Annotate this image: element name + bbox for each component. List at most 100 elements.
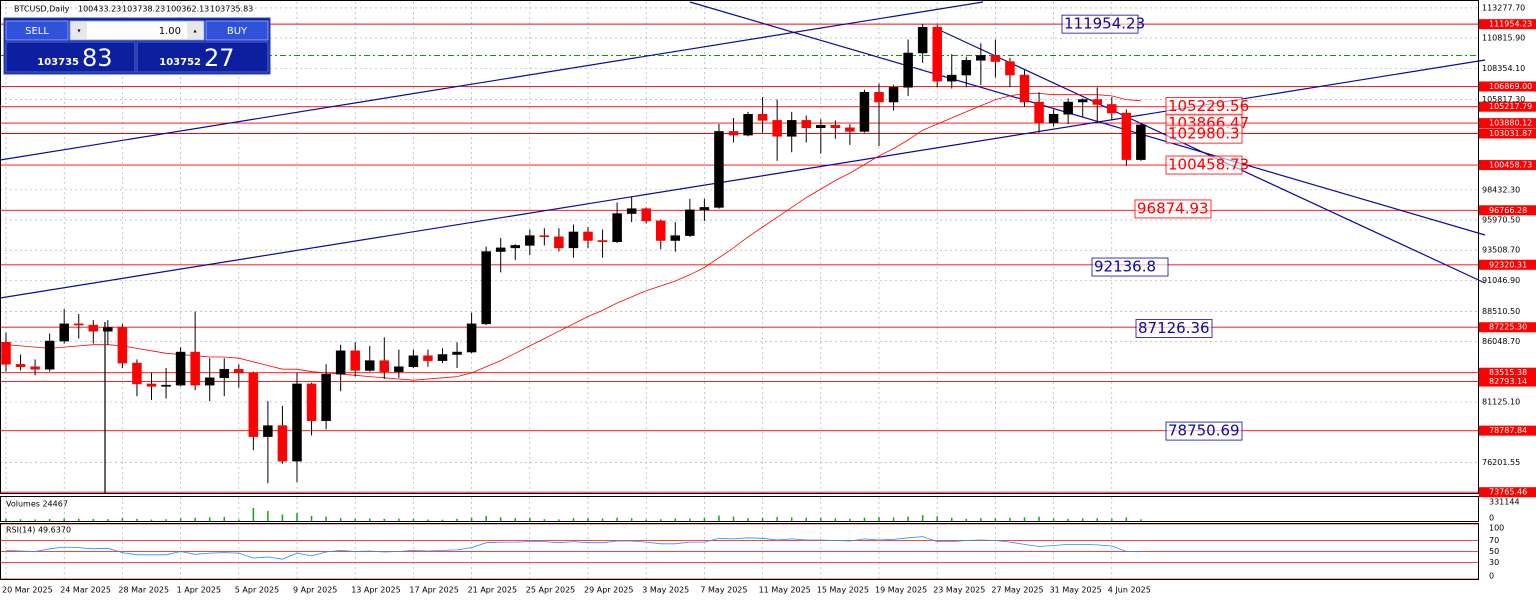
candle-body xyxy=(1,341,11,365)
candle-body xyxy=(44,340,55,370)
price-label-box xyxy=(1165,124,1243,144)
candle-body xyxy=(1107,104,1117,114)
price-label: 105229.56 xyxy=(1168,97,1249,115)
level-label: 106869.00 xyxy=(1489,82,1532,91)
x-tick-label: 21 Apr 2025 xyxy=(468,586,517,595)
candle-body xyxy=(117,327,128,364)
candle-body xyxy=(335,350,346,375)
candle-body xyxy=(976,55,986,61)
y-tick-label: 70 xyxy=(1489,536,1499,545)
level-box xyxy=(1479,128,1536,139)
buy-button[interactable] xyxy=(205,20,269,41)
level-label: 105217.79 xyxy=(1489,102,1532,111)
x-tick-label: 11 May 2025 xyxy=(759,586,811,595)
header-value: 103738.23 xyxy=(122,5,165,14)
candle-body xyxy=(379,360,390,372)
candle-body xyxy=(947,74,957,82)
price-label-box xyxy=(1134,199,1212,219)
y-tick-label: 86048.70 xyxy=(1482,337,1520,346)
lot-down[interactable] xyxy=(71,22,87,39)
candle-body xyxy=(103,327,113,332)
candle-body xyxy=(1136,124,1146,160)
candle-body xyxy=(190,351,200,386)
candle-body xyxy=(30,366,40,370)
sell-price-big: 83 xyxy=(82,44,113,72)
candle-body xyxy=(365,360,375,371)
candle-body xyxy=(714,131,724,208)
candle-body xyxy=(394,366,404,372)
grid xyxy=(0,2,1478,579)
lot-value: 1.00 xyxy=(159,26,181,37)
y-tick-label: 105817.30 xyxy=(1482,95,1525,104)
sell-price-box[interactable] xyxy=(5,41,136,73)
candle-body xyxy=(786,120,797,137)
lot-up[interactable] xyxy=(187,22,203,39)
candle-body xyxy=(292,383,302,462)
y-tick-label: 0 xyxy=(1489,514,1494,523)
price-label-box xyxy=(1165,421,1243,441)
y-tick-label: 88510.50 xyxy=(1482,307,1520,316)
candle-body xyxy=(932,26,942,82)
candle-body xyxy=(1034,101,1044,124)
price-label: 102980.3 xyxy=(1168,125,1240,143)
x-tick-label: 19 May 2025 xyxy=(875,586,927,595)
level-label: 96766.28 xyxy=(1489,206,1527,215)
x-tick-label: 7 May 2025 xyxy=(700,586,747,595)
buy-price-box[interactable] xyxy=(136,41,269,73)
candle-body xyxy=(204,377,215,386)
y-tick-label: 113277.70 xyxy=(1482,3,1525,12)
sell-button[interactable] xyxy=(5,20,69,41)
price-label: 78750.69 xyxy=(1168,422,1240,440)
x-tick-label: 27 May 2025 xyxy=(991,586,1043,595)
panel-label: Volumes 24467 xyxy=(6,500,68,509)
x-tick-label: 29 Apr 2025 xyxy=(584,586,633,595)
level-label: 92320.31 xyxy=(1489,260,1527,269)
candle-body xyxy=(772,120,782,137)
price-label-box xyxy=(1091,257,1169,277)
arrow-down: ▾ xyxy=(77,28,80,35)
candle-body xyxy=(597,240,608,242)
candle-body xyxy=(830,125,841,129)
y-tick-label: 100 xyxy=(1489,524,1504,533)
price-frame xyxy=(0,0,1479,494)
x-tick-label: 24 Mar 2025 xyxy=(60,586,111,595)
candle-body xyxy=(495,247,506,252)
x-tick-label: 23 May 2025 xyxy=(933,586,985,595)
sell-label[interactable]: SELL xyxy=(25,26,49,37)
buy-label[interactable]: BUY xyxy=(227,26,248,37)
candle-body xyxy=(539,235,550,238)
y-tick-label: 110815.90 xyxy=(1482,34,1525,43)
candle-body xyxy=(481,251,491,325)
x-tick-label: 9 Apr 2025 xyxy=(293,586,337,595)
candle-body xyxy=(685,209,695,236)
level-box xyxy=(1479,259,1536,270)
candle-body xyxy=(234,368,244,374)
price-label-box xyxy=(1061,14,1139,34)
rsi-frame xyxy=(0,523,1479,580)
level-box xyxy=(1479,19,1536,30)
price-label: 111954.23 xyxy=(1064,15,1145,33)
x-tick-label: 17 Apr 2025 xyxy=(409,586,458,595)
header-value: 100433.23 xyxy=(78,5,121,14)
level-label: 111954.23 xyxy=(1489,20,1532,29)
candle-body xyxy=(525,235,535,246)
level-box xyxy=(1479,101,1536,112)
candle-body xyxy=(801,120,811,129)
lot-input[interactable] xyxy=(69,20,205,41)
y-tick-label: 30 xyxy=(1489,558,1499,567)
price-label-box xyxy=(1165,155,1243,175)
candle-body xyxy=(626,208,637,214)
candle-body xyxy=(88,324,99,332)
candles xyxy=(1,24,1146,560)
candle-body xyxy=(757,114,768,121)
candle-body xyxy=(15,364,26,368)
candle-body xyxy=(1092,99,1102,105)
sell-price: 103735 xyxy=(37,57,79,68)
candle-body xyxy=(466,323,477,353)
y-tick-label: 95970.50 xyxy=(1482,216,1520,225)
candle-body xyxy=(816,125,826,129)
trendline xyxy=(689,1,1486,236)
candle-body xyxy=(917,26,928,54)
level-label: 73765.46 xyxy=(1489,488,1527,497)
candle-body xyxy=(845,127,855,132)
